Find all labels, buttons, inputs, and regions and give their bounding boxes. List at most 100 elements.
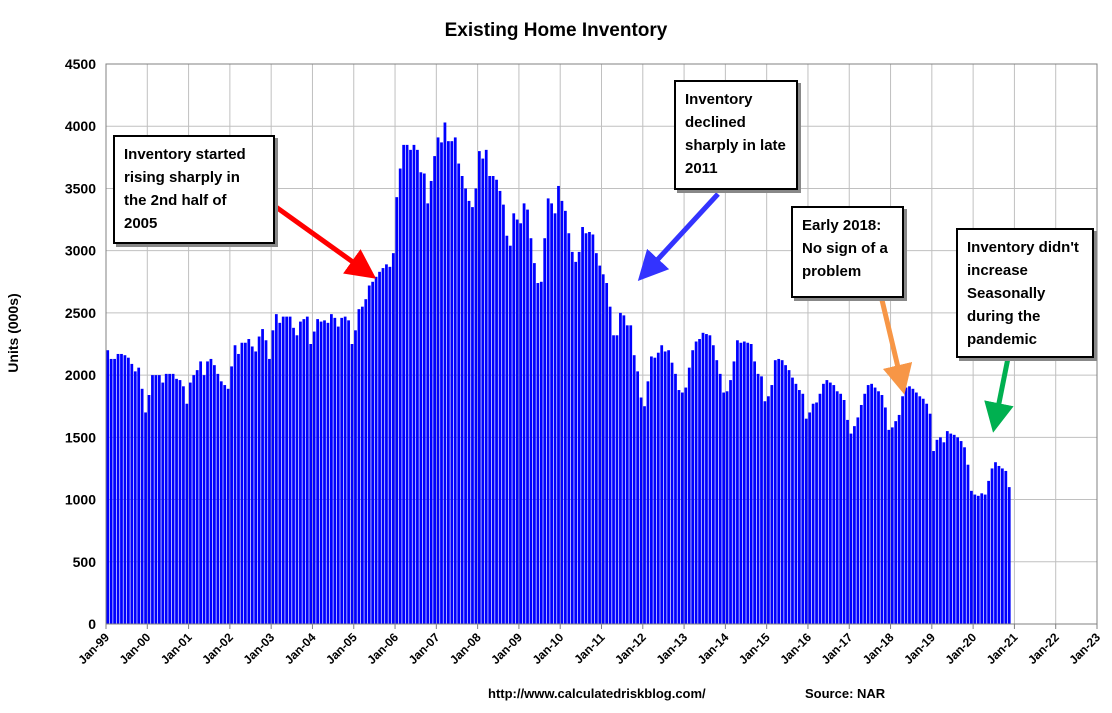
bar xyxy=(973,494,977,624)
bar xyxy=(687,367,691,624)
bar xyxy=(226,388,230,624)
bar xyxy=(835,391,839,624)
bar xyxy=(756,373,760,624)
bar xyxy=(632,355,636,624)
y-tick-label: 500 xyxy=(73,554,97,570)
bar xyxy=(343,316,347,624)
bar xyxy=(942,442,946,624)
bar xyxy=(639,397,643,624)
bar xyxy=(488,176,492,624)
bar xyxy=(140,388,144,624)
bar xyxy=(137,367,141,624)
bar xyxy=(209,358,213,624)
bar xyxy=(846,419,849,624)
bar xyxy=(364,299,368,624)
annotation-arrow-red xyxy=(274,204,377,279)
bar xyxy=(185,403,189,624)
bar xyxy=(997,465,1001,624)
bar xyxy=(650,356,653,624)
bar xyxy=(443,122,447,624)
bar xyxy=(598,265,602,624)
annotation-box-pandemic: Inventory didn't increase Seasonally dur… xyxy=(956,228,1094,358)
bar xyxy=(1000,468,1004,624)
bar xyxy=(736,340,739,624)
bar xyxy=(120,353,123,624)
bar xyxy=(539,281,543,624)
bar xyxy=(223,385,227,624)
annotation-box-2018: Early 2018: No sign of a problem xyxy=(791,206,904,298)
x-tick-label: Jan-14 xyxy=(695,630,732,667)
bar xyxy=(667,350,670,624)
bar xyxy=(419,172,423,624)
bar xyxy=(474,188,478,624)
bar xyxy=(429,180,433,624)
bar xyxy=(994,462,997,624)
bar xyxy=(656,352,660,624)
bar xyxy=(884,407,887,624)
bar xyxy=(219,381,223,624)
bar xyxy=(481,158,485,625)
annotation-arrow-orange xyxy=(879,299,913,395)
bar xyxy=(471,207,474,624)
bar xyxy=(866,385,870,624)
bar xyxy=(797,390,801,624)
y-tick-label: 1000 xyxy=(65,492,96,508)
bar xyxy=(980,493,984,624)
bar xyxy=(563,210,567,624)
bar xyxy=(395,197,399,624)
bar xyxy=(154,375,158,624)
bar xyxy=(808,412,812,624)
bar xyxy=(271,330,275,624)
bar xyxy=(856,417,860,624)
bar xyxy=(691,350,695,624)
bar xyxy=(584,233,588,624)
bar xyxy=(433,156,436,625)
bar xyxy=(701,332,705,624)
bar xyxy=(261,329,264,624)
bar xyxy=(742,341,746,624)
bar xyxy=(195,370,199,624)
bar xyxy=(426,203,430,624)
bar xyxy=(336,326,340,624)
bar xyxy=(374,276,378,624)
bar xyxy=(192,375,196,624)
bar xyxy=(560,200,564,624)
bar xyxy=(330,314,333,624)
bar xyxy=(398,168,402,625)
bar xyxy=(347,320,350,624)
bar xyxy=(901,396,904,624)
bar xyxy=(732,361,736,624)
bar xyxy=(711,345,715,624)
bar xyxy=(422,173,426,624)
bar xyxy=(949,433,953,624)
bar xyxy=(116,353,120,624)
bar xyxy=(536,283,540,624)
bar xyxy=(570,251,574,624)
bar xyxy=(763,401,767,624)
bar xyxy=(725,391,729,624)
x-tick-label: Jan-23 xyxy=(1066,630,1103,667)
bar xyxy=(319,321,323,624)
bar xyxy=(963,447,966,624)
bar xyxy=(760,376,763,624)
bar xyxy=(976,495,980,624)
bar xyxy=(550,203,553,624)
bar xyxy=(615,335,619,624)
bar xyxy=(281,316,285,624)
bar xyxy=(512,213,516,625)
bar xyxy=(815,402,818,624)
bar xyxy=(897,414,901,624)
bar xyxy=(360,306,364,624)
bar xyxy=(588,232,591,624)
y-tick-label: 0 xyxy=(88,616,96,632)
bar xyxy=(904,387,908,624)
bar xyxy=(109,358,113,624)
bar xyxy=(264,340,268,624)
bar xyxy=(804,418,808,624)
bar xyxy=(921,398,925,624)
bar xyxy=(381,268,385,624)
x-tick-label: Jan-13 xyxy=(653,630,690,667)
bar xyxy=(505,235,509,624)
bar xyxy=(188,382,192,624)
bar xyxy=(908,386,911,624)
